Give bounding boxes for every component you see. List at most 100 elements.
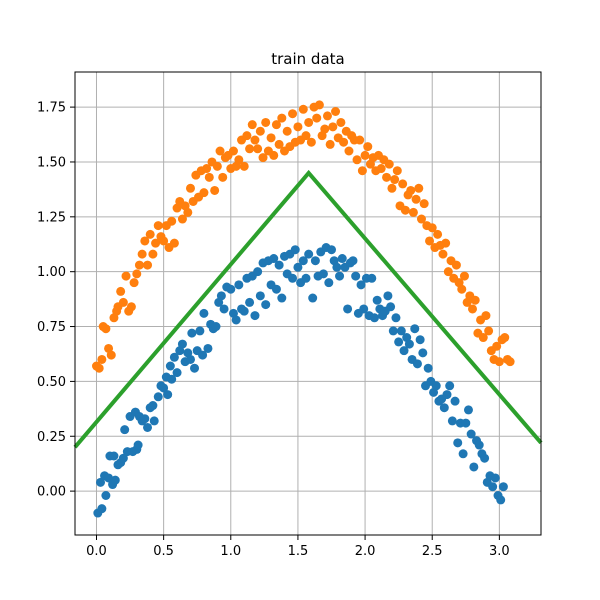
data-point	[94, 363, 104, 373]
data-point	[298, 256, 308, 266]
data-point	[433, 229, 443, 239]
data-point	[322, 111, 332, 121]
data-point	[348, 256, 358, 266]
data-point	[390, 175, 400, 185]
data-point	[398, 179, 408, 189]
data-point	[392, 166, 402, 176]
data-point	[253, 144, 263, 154]
data-point	[481, 311, 491, 321]
data-point	[133, 440, 143, 450]
data-point	[293, 122, 303, 132]
data-point	[324, 278, 334, 288]
data-point	[185, 354, 195, 364]
data-point	[212, 161, 222, 171]
data-point	[261, 117, 271, 127]
grid	[75, 72, 541, 535]
data-point	[505, 357, 515, 367]
data-point	[336, 117, 346, 127]
data-point	[331, 106, 341, 116]
data-point	[445, 381, 455, 391]
data-point	[396, 326, 406, 336]
data-point	[153, 392, 163, 402]
chart-title: train data	[271, 50, 344, 68]
series-line	[73, 169, 543, 449]
data-point	[172, 368, 182, 378]
data-point	[442, 390, 452, 400]
data-point	[274, 260, 284, 270]
data-point	[328, 122, 338, 132]
data-point	[415, 335, 425, 345]
data-point	[447, 416, 457, 426]
data-point	[412, 359, 422, 369]
y-tick-label: 1.00	[37, 265, 66, 280]
data-point	[450, 396, 460, 406]
data-point	[163, 390, 173, 400]
data-point	[351, 271, 361, 281]
data-point	[386, 302, 396, 312]
series-1	[93, 243, 508, 518]
data-point	[344, 146, 354, 156]
data-point	[439, 403, 449, 413]
data-point	[255, 126, 265, 136]
data-point	[490, 473, 500, 483]
data-point	[134, 260, 144, 270]
data-point	[463, 405, 473, 415]
data-point	[466, 429, 476, 439]
data-point	[140, 414, 150, 424]
x-tick-label: 1.0	[220, 544, 241, 559]
data-point	[394, 337, 404, 347]
data-point	[228, 146, 238, 156]
data-point	[219, 304, 229, 314]
x-tick-label: 0.5	[153, 544, 174, 559]
data-point	[234, 280, 244, 290]
data-point	[308, 293, 318, 303]
series-2	[91, 100, 515, 373]
data-point	[121, 271, 131, 281]
data-point	[443, 267, 453, 277]
data-point	[210, 185, 220, 195]
data-point	[419, 199, 429, 209]
data-point	[320, 124, 330, 134]
data-point	[106, 350, 116, 360]
data-point	[226, 284, 236, 294]
data-point	[360, 150, 370, 160]
data-point	[357, 166, 367, 176]
data-point	[282, 126, 292, 136]
data-point	[382, 172, 392, 182]
data-point	[293, 262, 303, 272]
data-point	[400, 205, 410, 215]
data-point	[325, 139, 335, 149]
data-point	[148, 401, 158, 411]
data-point	[387, 183, 397, 193]
data-point	[314, 100, 324, 110]
data-point	[183, 207, 193, 217]
data-point	[261, 300, 271, 310]
data-point	[488, 482, 498, 492]
data-point	[211, 322, 221, 332]
data-point	[500, 333, 510, 343]
data-point	[250, 135, 260, 145]
data-point	[140, 236, 150, 246]
data-point	[185, 183, 195, 193]
data-point	[231, 315, 241, 325]
data-point	[129, 278, 139, 288]
data-point	[245, 144, 255, 154]
data-point	[391, 313, 401, 323]
data-point	[97, 504, 107, 514]
data-point	[372, 295, 382, 305]
data-point	[116, 286, 126, 296]
plot-frame	[74, 71, 542, 536]
data-point	[255, 291, 265, 301]
data-point	[335, 271, 345, 281]
data-point	[427, 223, 437, 233]
data-point	[457, 284, 467, 294]
data-point	[97, 354, 107, 364]
data-point	[247, 120, 257, 130]
data-point	[169, 352, 179, 362]
data-point	[337, 254, 347, 264]
data-point	[109, 451, 119, 461]
data-point	[498, 482, 508, 492]
data-point	[132, 269, 142, 279]
data-point	[411, 194, 421, 204]
data-point	[110, 475, 120, 485]
